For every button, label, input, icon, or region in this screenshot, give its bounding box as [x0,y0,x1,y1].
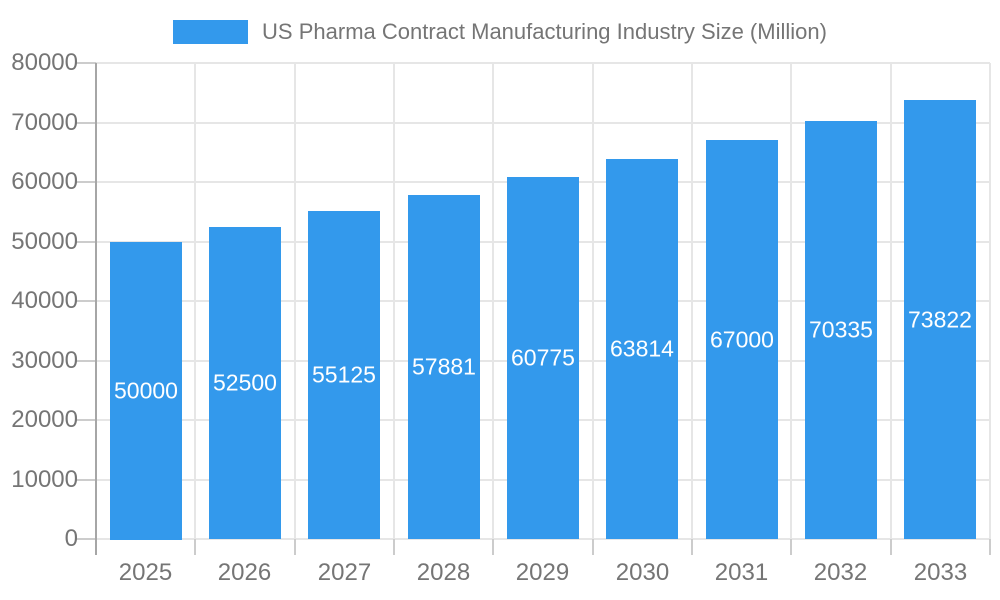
y-axis-tick [76,241,96,243]
legend[interactable]: US Pharma Contract Manufacturing Industr… [0,19,1000,45]
x-axis-tick [393,539,395,555]
y-axis-tick-label: 20000 [11,406,78,433]
x-axis-tick [890,539,892,555]
bar-value-label: 73822 [908,306,972,332]
x-axis-tick [592,539,594,555]
bar-2026[interactable]: 52500 [209,227,281,539]
x-axis-category-label: 2030 [615,559,670,586]
y-axis-tick-label: 80000 [11,49,78,76]
bar-value-label: 57881 [412,353,476,380]
bar-value-label: 52500 [213,369,277,396]
x-axis-category-label: 2033 [913,559,968,586]
x-axis-category-label: 2031 [714,559,769,586]
x-axis-category-label: 2028 [416,559,471,586]
x-axis-tick [691,539,693,555]
y-axis-tick-label: 0 [64,525,78,552]
bar-2027[interactable]: 55125 [308,211,380,539]
bar-2025[interactable]: 50000 [110,242,182,540]
h-gridline [96,122,990,124]
bar-value-label: 60775 [511,344,575,371]
y-axis-tick-label: 40000 [11,287,78,314]
y-axis-tick [76,122,96,124]
bar-value-label: 63814 [610,335,674,362]
y-axis-line [95,63,97,555]
bar-value-label: 55125 [312,361,376,388]
v-gridline [890,63,892,539]
v-gridline [194,63,196,539]
h-gridline [96,62,990,64]
y-axis-tick [76,300,96,302]
bar-2029[interactable]: 60775 [507,177,579,539]
legend-label: US Pharma Contract Manufacturing Industr… [262,19,827,44]
y-axis-tick [76,479,96,481]
legend-swatch [173,20,249,44]
bar-value-label: 70335 [809,316,873,343]
y-axis-tick-label: 10000 [11,466,78,493]
y-axis-tick [76,538,96,540]
y-axis-tick [76,419,96,421]
v-gridline [393,63,395,539]
x-axis-category-label: 2026 [217,559,272,586]
v-gridline [790,63,792,539]
x-axis-category-label: 2025 [118,559,173,586]
v-gridline [989,63,991,539]
x-axis-tick [790,539,792,555]
x-axis-tick [989,539,991,555]
bar-2031[interactable]: 67000 [706,140,778,539]
bar-value-label: 67000 [710,326,774,352]
x-axis-category-label: 2029 [515,559,570,586]
x-axis-tick [294,539,296,555]
y-axis-tick [76,181,96,183]
v-gridline [691,63,693,539]
bar-2033[interactable]: 73822 [904,100,976,539]
v-gridline [294,63,296,539]
bar-value-label: 50000 [114,377,178,404]
y-axis-tick-label: 70000 [11,109,78,136]
y-axis-tick [76,62,96,64]
v-gridline [492,63,494,539]
bar-2030[interactable]: 63814 [606,159,678,539]
x-axis-tick [492,539,494,555]
y-axis-tick-label: 30000 [11,347,78,374]
x-axis-category-label: 2032 [813,559,868,586]
v-gridline [592,63,594,539]
bar-2032[interactable]: 70335 [805,121,877,539]
y-axis-tick-label: 60000 [11,168,78,195]
bar-2028[interactable]: 57881 [408,195,480,539]
h-gridline [96,538,990,540]
x-axis-category-label: 2027 [317,559,372,586]
x-axis-tick [194,539,196,555]
y-axis-tick-label: 50000 [11,228,78,255]
y-axis-tick [76,360,96,362]
